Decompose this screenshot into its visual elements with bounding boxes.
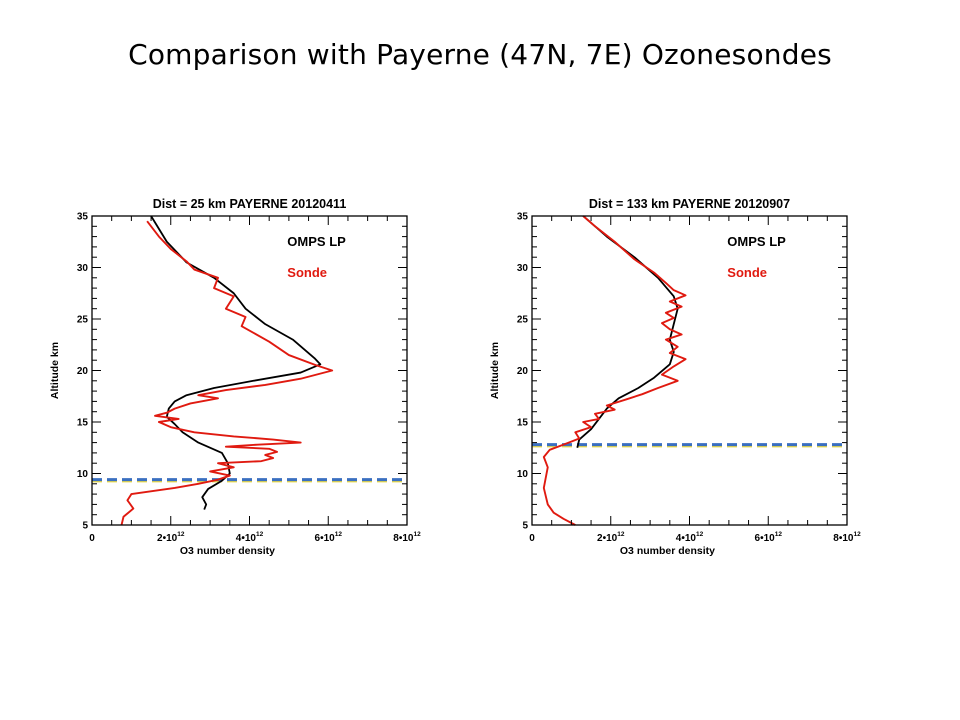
x-tick-base: 8•10 xyxy=(393,533,414,544)
x-tick-exponent: 12 xyxy=(775,531,783,538)
y-tick-label: 5 xyxy=(82,521,88,532)
x-tick-base: 2•10 xyxy=(157,533,178,544)
x-tick-base: 6•10 xyxy=(755,533,776,544)
y-tick-label: 20 xyxy=(517,366,529,377)
x-tick-label: 8•1012 xyxy=(393,531,421,544)
legend-entry-omps-lp: OMPS LP xyxy=(287,234,346,249)
y-tick-label: 20 xyxy=(77,366,89,377)
x-tick-label: 0 xyxy=(529,533,535,544)
x-tick-label: 6•1012 xyxy=(315,531,343,544)
plot-frame xyxy=(531,215,848,526)
chart-title: Dist = 25 km PAYERNE 20120411 xyxy=(153,197,347,211)
y-tick-label: 5 xyxy=(522,521,528,532)
x-tick-exponent: 12 xyxy=(617,531,625,538)
x-tick-base: 4•10 xyxy=(676,533,697,544)
y-tick-label: 25 xyxy=(77,315,89,326)
y-tick-label: 10 xyxy=(77,469,89,480)
x-tick-label: 0 xyxy=(89,533,95,544)
series-line-sonde xyxy=(542,215,687,526)
y-axis-label: Altitude km xyxy=(49,342,61,399)
x-tick-label: 8•1012 xyxy=(833,531,861,544)
x-tick-exponent: 12 xyxy=(413,531,421,538)
y-tick-label: 30 xyxy=(517,263,529,274)
x-tick-label: 4•1012 xyxy=(676,531,704,544)
x-tick-label: 2•1012 xyxy=(597,531,625,544)
x-tick-exponent: 12 xyxy=(853,531,861,538)
legend-entry-sonde: Sonde xyxy=(287,265,327,280)
x-tick-exponent: 12 xyxy=(177,531,185,538)
y-tick-label: 30 xyxy=(77,263,89,274)
series-line-omps-lp xyxy=(150,215,322,510)
y-tick-label: 10 xyxy=(517,469,529,480)
chart-title: Dist = 133 km PAYERNE 20120907 xyxy=(589,197,790,211)
x-tick-base: 6•10 xyxy=(315,533,336,544)
series-line-sonde xyxy=(120,220,334,526)
series-line-omps-lp xyxy=(576,215,679,448)
x-tick-base: 2•10 xyxy=(597,533,618,544)
y-tick-label: 35 xyxy=(517,212,529,223)
y-tick-label: 25 xyxy=(517,315,529,326)
x-tick-label: 4•1012 xyxy=(236,531,264,544)
x-tick-base: 0 xyxy=(529,533,535,544)
x-tick-base: 4•10 xyxy=(236,533,257,544)
x-tick-label: 2•1012 xyxy=(157,531,185,544)
legend-entry-sonde: Sonde xyxy=(727,265,767,280)
x-tick-base: 8•10 xyxy=(833,533,854,544)
y-axis-label: Altitude km xyxy=(489,342,501,399)
x-tick-exponent: 12 xyxy=(256,531,264,538)
x-tick-exponent: 12 xyxy=(335,531,343,538)
slide-title: Comparison with Payerne (47N, 7E) Ozones… xyxy=(128,38,832,71)
x-axis-label: O3 number density xyxy=(620,545,715,557)
x-tick-base: 0 xyxy=(89,533,95,544)
y-tick-label: 15 xyxy=(77,418,89,429)
y-tick-label: 15 xyxy=(517,418,529,429)
y-tick-label: 35 xyxy=(77,212,89,223)
legend-entry-omps-lp: OMPS LP xyxy=(727,234,786,249)
x-tick-label: 6•1012 xyxy=(755,531,783,544)
x-axis-label: O3 number density xyxy=(180,545,275,557)
x-tick-exponent: 12 xyxy=(696,531,704,538)
